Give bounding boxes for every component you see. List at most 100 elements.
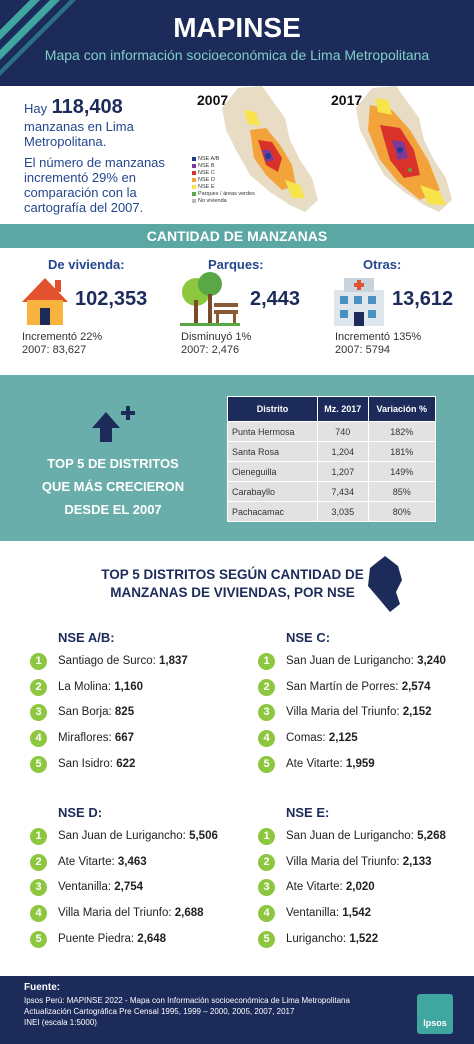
legend-entry: NSE D: [198, 177, 215, 183]
growth-table: Distrito Mz. 2017 Variación % Punta Hermos…: [226, 396, 437, 522]
rank-badge: 1: [258, 828, 275, 845]
rank-badge: 1: [258, 653, 275, 670]
table-cell: Punta Hermosa: [226, 421, 319, 442]
table-header-cell: Mz. 2017: [317, 396, 369, 422]
legend-entry: NSE E: [198, 184, 215, 190]
section-title: CANTIDAD DE MANZANAS: [146, 228, 328, 244]
table-cell: 1,207: [317, 461, 369, 482]
table-cell: 85%: [367, 481, 437, 502]
district-value: 2,152: [402, 706, 432, 719]
nse-group-title: NSE C:: [286, 630, 331, 645]
logo-box: [417, 994, 453, 1034]
district-value: 3,463: [117, 855, 147, 868]
stat-label: De vivienda:: [48, 257, 125, 272]
nse-item: Ate Vitarte: 2,020: [286, 881, 375, 893]
house-icon: [22, 278, 68, 325]
nse-item: Villa Maria del Triunfo: 2,688: [58, 907, 204, 919]
table-header: Distrito Mz. 2017 Variación %: [226, 396, 437, 422]
district-value: 2,574: [401, 680, 431, 693]
nse-item: San Borja: 825: [58, 706, 134, 718]
nse-item: San Juan de Lurigancho: 3,240: [286, 655, 446, 667]
district: Villa Maria del Triunfo:: [286, 855, 400, 868]
stat-previous: 2007: 83,627: [22, 344, 87, 356]
district-value: 2,125: [328, 732, 358, 745]
footer-lines: Ipsos Perú: MAPINSE 2022 - Mapa con Info…: [24, 995, 350, 1028]
district-value: 2,648: [137, 932, 167, 945]
district-value: 5,506: [189, 830, 218, 842]
stat-change: Incrementó 22%: [22, 331, 103, 343]
stripe: [0, 0, 40, 40]
district: San Isidro:: [58, 757, 113, 770]
map-2017: [356, 86, 452, 212]
legend-entry: NSE A/B: [198, 156, 220, 162]
map-legend: NSE A/B NSE B NSE C NSE D NSE E Parques / áre…: [198, 156, 255, 205]
district: Ate Vitarte:: [286, 881, 343, 894]
district-value: 1,160: [114, 680, 144, 693]
rank-badge: 4: [30, 905, 47, 923]
stat-previous: 2007: 5794: [335, 344, 391, 356]
stat-value: 13,612: [392, 288, 454, 310]
rank-badge: 4: [30, 730, 47, 748]
stat-change: Disminuyó 1%: [181, 331, 252, 343]
district: Comas:: [286, 732, 326, 745]
nse-item: San Martín de Porres: 2,574: [286, 681, 430, 693]
rank-badge: 2: [30, 853, 47, 871]
nse-item: San Isidro: 622: [58, 758, 135, 770]
legend-entry: NSE B: [198, 163, 215, 169]
district-value: 2,688: [174, 907, 204, 920]
rank-badge: 5: [258, 930, 275, 948]
district: La Molina:: [58, 680, 112, 693]
table-header-cell: Variación %: [367, 396, 437, 422]
table-cell: Santa Rosa: [226, 441, 319, 462]
district-value: 1,837: [159, 655, 188, 667]
nse-item: Lurigancho: 1,522: [286, 933, 378, 945]
table-row: Pachacamac 3,035 80%: [226, 501, 437, 522]
header-band: [0, 0, 474, 86]
stat-value: 2,443: [250, 288, 301, 310]
section-band: [0, 224, 474, 248]
district: Lurigancho:: [286, 932, 347, 945]
table-cell: Carabayllo: [226, 481, 319, 502]
district: San Juan de Lurigancho:: [58, 830, 186, 842]
district-value: 2,133: [402, 855, 432, 868]
rank-badge: 1: [30, 653, 47, 670]
table-cell: 80%: [367, 501, 437, 522]
rank-badge: 3: [30, 879, 47, 897]
stat-value: 102,353: [75, 288, 148, 310]
table-cell: 7,434: [317, 481, 369, 502]
nse-item: La Molina: 1,160: [58, 681, 143, 693]
park-icon: [180, 272, 240, 326]
nse-item: Santiago de Surco: 1,837: [58, 655, 188, 667]
table-cell: 3,035: [317, 501, 369, 522]
nse-item: Villa Maria del Triunfo: 2,133: [286, 856, 432, 868]
legend-entry: Parques / áreas verdes: [198, 191, 255, 197]
district-value: 2,754: [114, 881, 144, 894]
table-cell: 182%: [367, 421, 437, 442]
rank-badge: 5: [30, 930, 47, 948]
district: Santiago de Surco:: [58, 655, 156, 667]
table-cell: 149%: [367, 461, 437, 482]
rank-badge: 1: [30, 828, 47, 845]
nse-item: San Juan de Lurigancho: 5,268: [286, 830, 446, 842]
district: Villa Maria del Triunfo:: [58, 907, 172, 920]
district: Ventanilla:: [58, 881, 112, 894]
nse-group-title: NSE D:: [58, 805, 103, 820]
district-value: 3,240: [417, 655, 446, 667]
intro-lead: Hay: [24, 101, 48, 116]
map-2007: [222, 86, 318, 212]
footer-band: [0, 976, 474, 1044]
district: Ate Vitarte:: [286, 757, 343, 770]
growth-title: TOP 5 DE DISTRITOS QUE MÁS CRECIERON DES…: [41, 456, 185, 517]
district: Miraflores:: [58, 732, 112, 745]
rank-badge: 5: [30, 755, 47, 773]
footer-line: Actualización Cartográfica Pre Censal 19…: [24, 1007, 295, 1016]
logo: Ipsos: [423, 1018, 447, 1028]
map-year: 2017: [331, 92, 363, 108]
stripe: [0, 0, 60, 60]
table-header-cell: Distrito: [226, 396, 319, 422]
stat-label: Parques:: [208, 257, 264, 272]
table-body: Punta Hermosa 740 182% Santa Rosa 1,204 181% C…: [226, 421, 437, 522]
intro-total-text: manzanas en Lima Metropolitana.: [24, 119, 134, 149]
stat-change: Incrementó 135%: [335, 331, 422, 343]
